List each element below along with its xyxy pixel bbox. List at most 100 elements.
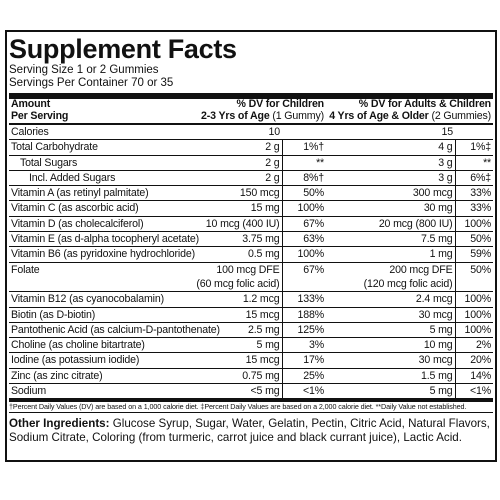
amount-value: 3.75 mg (242, 233, 280, 246)
nutrient-name: Vitamin B12 (as cyanocobalamin) (9, 291, 187, 308)
amount: 3 g (326, 170, 456, 187)
amount-value: 1.2 mcg (242, 293, 280, 306)
nutrient-row: Folate 100 mcg DFE (60 mcg folic acid) 67% 2… (9, 262, 494, 293)
daily-value: 50% (281, 185, 327, 202)
amount-value: 30 mcg (418, 354, 453, 367)
amount: 150 mcg (187, 185, 282, 202)
amount: 200 mcg DFE (120 mcg folic acid) (326, 262, 456, 293)
amount-note: (120 mcg folic acid) (363, 277, 453, 290)
daily-value: 8%† (281, 170, 327, 187)
amount-value: 300 mcg (412, 187, 453, 200)
nutrient-name: Pantothenic Acid (as calcium-D-pantothen… (9, 322, 220, 339)
amount: 30 mg (326, 200, 456, 217)
daily-value: 67% (281, 262, 327, 293)
nutrient-row: Total Carbohydrate 2 g 1%† 4 g 1%‡ (9, 139, 494, 156)
amount-value: 5 mg (256, 339, 280, 352)
amount: 15 mg (187, 200, 282, 217)
nutrient-row: Calories 10 15 (9, 124, 494, 141)
amount-value: 30 mcg (418, 308, 453, 321)
header-adults: % DV for Adults & Children (358, 98, 492, 110)
daily-value: 63% (281, 231, 327, 248)
amount: 10 mcg (400 IU) (187, 216, 282, 233)
amount: 2 g (187, 139, 282, 156)
amount: 3 g (326, 155, 456, 171)
amount-value: 2.4 mcg (415, 293, 453, 306)
nutrient-name: Calories (9, 124, 187, 141)
nutrient-row: Biotin (as D-biotin) 15 mcg 188% 30 mcg 100% (9, 307, 494, 323)
amount-value: 1.5 mg (421, 369, 453, 382)
amount-value: 100 mcg DFE (216, 263, 280, 276)
amount-value: 20 mcg (800 IU) (378, 217, 453, 230)
amount-value: 2.5 mg (248, 323, 280, 336)
amount: 0.75 mg (187, 368, 282, 385)
amount: 2.4 mcg (326, 291, 456, 308)
nutrient-name: Vitamin B6 (as pyridoxine hydrochloride) (9, 246, 195, 263)
amount-value: <5 mg (250, 385, 280, 398)
nutrient-name: Iodine (as potassium iodide) (9, 352, 187, 369)
amount-value: 1 mg (429, 248, 453, 261)
header-adults-age: 4 Yrs of Age & Older (329, 109, 429, 122)
amount: 2.5 mg (187, 322, 282, 339)
nutrient-row: Vitamin E (as d-alpha tocopheryl acetate… (9, 231, 494, 248)
amount-value: 10 mg (423, 339, 453, 352)
daily-value: 20% (454, 352, 494, 369)
daily-value: <1% (454, 383, 494, 399)
daily-value: 100% (281, 200, 327, 217)
serving-size: Serving Size 1 or 2 Gummies (9, 64, 159, 76)
daily-value: 133% (281, 291, 327, 308)
header-per-serving: Per Serving (11, 109, 69, 122)
daily-value (282, 124, 327, 141)
facts-table: Amount Per Serving % DV for Children 2-3 Y… (9, 98, 494, 399)
daily-value: 125% (281, 322, 327, 339)
daily-value: <1% (281, 383, 327, 399)
daily-value: 188% (281, 307, 327, 323)
nutrient-row: Pantothenic Acid (as calcium-D-pantothen… (9, 322, 494, 339)
nutrient-row: Iodine (as potassium iodide) 15 mcg 17% 30 … (9, 352, 494, 369)
amount-value: 2 g (265, 141, 280, 154)
amount: 4 g (326, 139, 456, 156)
nutrient-name: Biotin (as D-biotin) (9, 307, 187, 323)
amount: 30 mcg (326, 307, 456, 323)
amount-value: 15 mcg (245, 308, 280, 321)
header-children-age: 2-3 Yrs of Age (201, 109, 270, 122)
amount-value: 4 g (438, 141, 453, 154)
nutrient-name: Vitamin D (as cholecalciferol) (9, 216, 187, 233)
servings-per-container: Servings Per Container 70 or 35 (9, 77, 174, 89)
daily-value: 50% (454, 262, 494, 293)
nutrient-row: Vitamin B12 (as cyanocobalamin) 1.2 mcg 13… (9, 291, 494, 308)
daily-value: 100% (454, 307, 494, 323)
nutrient-name: Total Sugars (9, 155, 187, 171)
other-ingredients-text: Glucose Syrup, Sugar, Water, Gelatin, Pe… (9, 417, 490, 445)
amount: 7.5 mg (326, 231, 456, 248)
daily-value: 59% (454, 246, 494, 263)
daily-value: 33% (454, 185, 494, 202)
daily-value: 100% (454, 291, 494, 308)
amount: 20 mcg (800 IU) (326, 216, 456, 233)
amount: <5 mg (187, 384, 282, 399)
daily-value: 100% (281, 246, 327, 263)
amount-value: 15 (441, 126, 454, 138)
daily-value: 2% (454, 337, 494, 354)
nutrient-name: Vitamin A (as retinyl palmitate) (9, 185, 187, 202)
amount-note: (60 mcg folic acid) (196, 277, 280, 290)
amount: 2 g (187, 170, 282, 187)
nutrient-name: Vitamin E (as d-alpha tocopheryl acetate… (9, 231, 199, 248)
nutrient-name: Choline (as choline bitartrate) (9, 337, 187, 354)
amount-value: 2 g (265, 156, 280, 169)
header-row: Amount Per Serving % DV for Children 2-3 Y… (9, 98, 493, 123)
bottom-rule (9, 398, 493, 403)
daily-value: 3% (281, 337, 327, 354)
amount-value: 15 mg (250, 202, 280, 215)
daily-value: 17% (281, 352, 327, 369)
title: Supplement Facts (9, 34, 237, 64)
header-amount: Amount (11, 98, 51, 110)
amount-value: 15 mcg (245, 354, 280, 367)
amount-value: 5 mg (429, 323, 453, 336)
daily-value: 6%‡ (454, 170, 494, 187)
amount-value: 10 (268, 126, 281, 138)
amount-value: 30 mg (423, 202, 453, 215)
nutrient-row: Sodium <5 mg <1% 5 mg <1% (9, 383, 494, 399)
header-children-note: (1 Gummy) (272, 109, 325, 122)
amount-value: 0.75 mg (242, 369, 280, 382)
nutrient-name: Folate (9, 262, 187, 293)
